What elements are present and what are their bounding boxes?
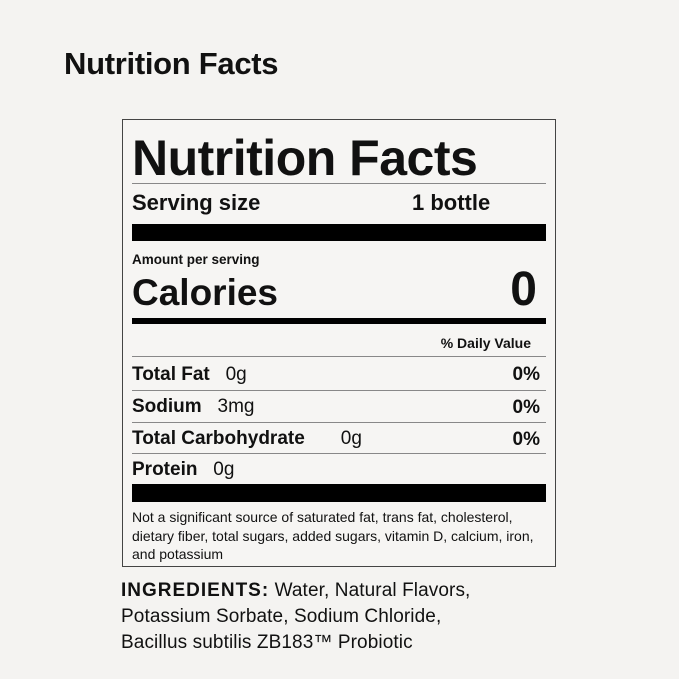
nutrient-amount: 0g — [213, 459, 235, 480]
nutrient-name: Total Carbohydrate — [132, 428, 305, 449]
amount-per-serving: Amount per serving — [132, 252, 260, 267]
divider — [132, 422, 546, 423]
divider — [132, 183, 546, 184]
nutrition-facts-label: Nutrition Facts Serving size 1 bottle Am… — [122, 119, 556, 567]
divider — [132, 453, 546, 454]
thick-divider — [132, 484, 546, 502]
thick-divider — [132, 224, 546, 241]
nutrient-name: Total Fat — [132, 364, 210, 385]
daily-value-header: % Daily Value — [440, 335, 531, 351]
nutrient-row-protein: Protein 0g — [132, 459, 234, 481]
divider — [132, 356, 546, 357]
nutrient-amount: 3mg — [217, 396, 255, 417]
calories-value: 0 — [510, 263, 537, 316]
serving-size-label: Serving size — [132, 190, 261, 215]
nutrient-name: Protein — [132, 459, 198, 480]
footnote: Not a significant source of saturated fa… — [132, 509, 534, 562]
nutrient-dv: 0% — [512, 364, 540, 385]
nutrient-row-total-carbohydrate: Total Carbohydrate 0g — [132, 428, 362, 450]
nutrient-amount: 0g — [225, 364, 247, 385]
calories-label: Calories — [132, 272, 279, 313]
nutrient-dv: 0% — [512, 429, 540, 450]
serving-size-value: 1 bottle — [412, 190, 491, 215]
ingredients: INGREDIENTS: Water, Natural Flavors, Pot… — [121, 578, 491, 656]
label-heading: Nutrition Facts — [132, 130, 478, 186]
divider — [132, 390, 546, 391]
page-title: Nutrition Facts — [64, 46, 279, 81]
ingredients-label: INGREDIENTS: — [121, 580, 270, 601]
nutrient-row-sodium: Sodium 3mg — [132, 396, 254, 418]
medium-divider — [132, 318, 546, 324]
ingredients-text: Water, Natural Flavors, Potassium Sorbat… — [121, 580, 471, 653]
nutrient-row-total-fat: Total Fat 0g — [132, 364, 247, 386]
nutrient-amount: 0g — [340, 428, 362, 449]
nutrient-dv: 0% — [512, 397, 540, 418]
nutrient-name: Sodium — [132, 396, 202, 417]
